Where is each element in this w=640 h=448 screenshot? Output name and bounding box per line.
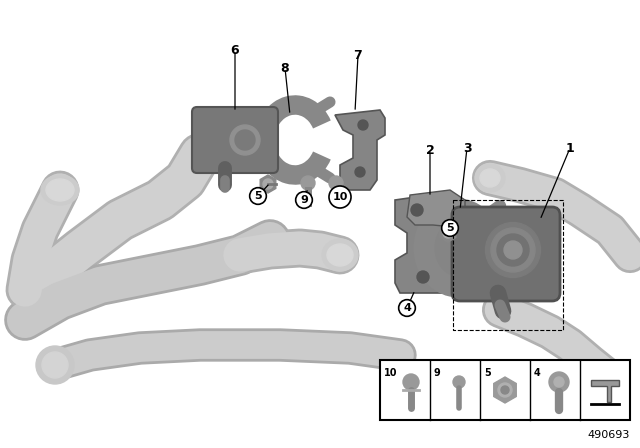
Text: 4: 4 [403, 303, 411, 313]
Circle shape [403, 374, 419, 390]
Text: 490693: 490693 [588, 430, 630, 440]
Circle shape [443, 228, 453, 238]
FancyBboxPatch shape [452, 207, 560, 301]
Ellipse shape [475, 164, 505, 192]
Text: 5: 5 [484, 368, 491, 378]
Circle shape [411, 204, 423, 216]
Text: 9: 9 [434, 368, 441, 378]
Ellipse shape [46, 179, 74, 201]
Ellipse shape [327, 244, 353, 266]
Text: 5: 5 [254, 191, 262, 201]
Ellipse shape [491, 228, 535, 272]
Text: 8: 8 [281, 61, 289, 74]
Circle shape [358, 120, 368, 130]
Circle shape [301, 176, 315, 190]
Circle shape [554, 377, 564, 387]
Ellipse shape [36, 346, 74, 384]
Circle shape [498, 383, 512, 397]
Text: 5: 5 [446, 223, 454, 233]
Ellipse shape [497, 234, 529, 266]
Ellipse shape [41, 175, 79, 205]
Ellipse shape [504, 241, 522, 259]
Circle shape [549, 372, 569, 392]
Circle shape [501, 386, 509, 394]
Ellipse shape [230, 125, 260, 155]
Polygon shape [591, 380, 619, 402]
Circle shape [417, 271, 429, 283]
Text: 1: 1 [566, 142, 574, 155]
Circle shape [355, 167, 365, 177]
Text: 2: 2 [426, 143, 435, 156]
Text: 10: 10 [384, 368, 397, 378]
Bar [380, 360, 630, 420]
Circle shape [263, 179, 273, 189]
Ellipse shape [480, 169, 500, 187]
Text: 10: 10 [332, 192, 348, 202]
Text: 3: 3 [463, 142, 471, 155]
Text: 9: 9 [300, 195, 308, 205]
Ellipse shape [486, 223, 541, 277]
Circle shape [453, 376, 465, 388]
Ellipse shape [42, 352, 68, 378]
Polygon shape [395, 195, 455, 293]
Text: 6: 6 [230, 43, 239, 56]
Ellipse shape [322, 239, 358, 271]
Circle shape [329, 176, 343, 190]
FancyBboxPatch shape [192, 107, 278, 173]
Polygon shape [407, 190, 465, 227]
Text: 4: 4 [534, 368, 541, 378]
Ellipse shape [235, 130, 255, 150]
Polygon shape [335, 110, 385, 190]
Text: 7: 7 [354, 48, 362, 61]
